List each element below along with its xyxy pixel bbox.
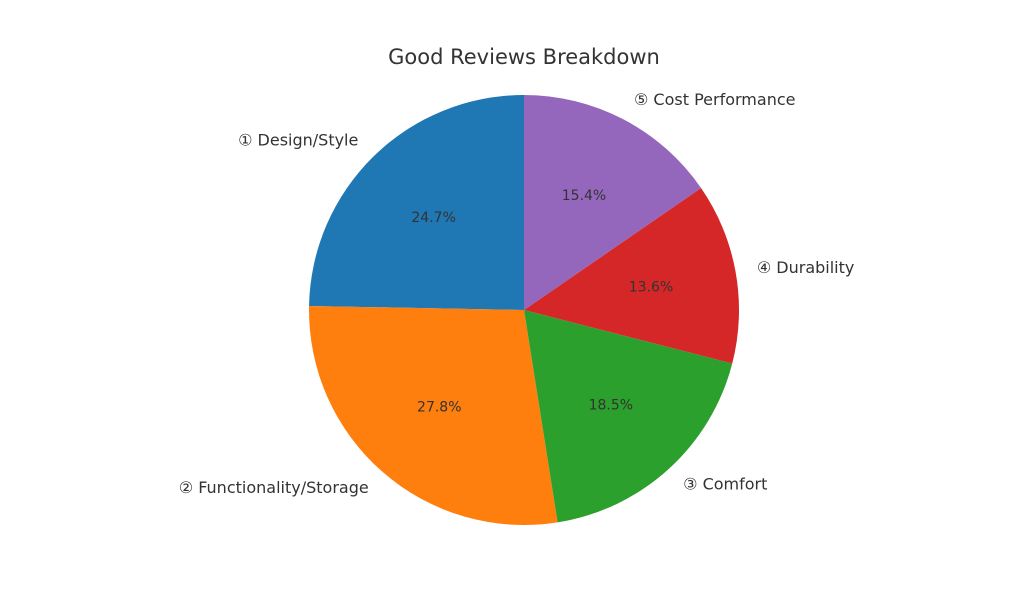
pie-slice: [524, 94, 702, 310]
slice-label: ① Design/Style: [238, 131, 358, 150]
value-label: 15.4%: [562, 188, 606, 204]
chart-title: Good Reviews Breakdown: [388, 45, 660, 69]
value-label: 18.5%: [589, 397, 633, 413]
slice-label: ③ Comfort: [683, 474, 767, 493]
pie-slice: [309, 305, 558, 525]
value-label: 27.8%: [417, 399, 461, 415]
value-label: 24.7%: [411, 210, 455, 226]
pie-slice: [524, 310, 733, 523]
pie-slice: [309, 95, 524, 310]
pie-slice: [524, 188, 739, 364]
slice-label: ② Functionality/Storage: [179, 478, 369, 497]
slice-label: ⑤ Cost Performance: [634, 90, 795, 109]
value-label: 13.6%: [629, 279, 673, 295]
slice-label: ④ Durability: [757, 258, 855, 277]
